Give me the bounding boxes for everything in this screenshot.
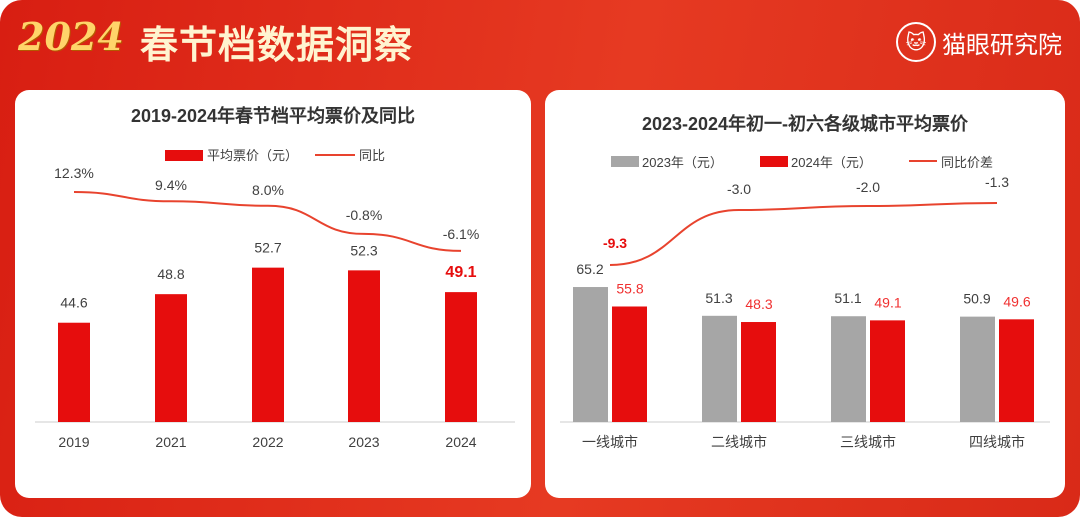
line-value-label: 12.3% — [54, 165, 94, 181]
bar-value-2024: 48.3 — [745, 296, 772, 312]
year-logo: 2024 — [18, 14, 124, 59]
x-tick-label: 2024 — [445, 434, 476, 450]
bar-value-2023: 51.1 — [834, 290, 861, 306]
chart-title: 2019-2024年春节档平均票价及同比 — [131, 105, 415, 126]
bar-value-2024: 55.8 — [616, 280, 643, 296]
bar-2024 — [999, 319, 1034, 422]
bar-value-label: 48.8 — [157, 266, 184, 282]
yoy-line — [73, 191, 462, 252]
chart-panel-avg-price: 2019-2024年春节档平均票价及同比平均票价（元） 同比 44.6 2019 12.… — [15, 90, 531, 498]
bar-2023 — [573, 287, 608, 422]
line-value-label: 9.4% — [155, 177, 187, 193]
bar-value-label: 44.6 — [60, 295, 87, 311]
chart-title: 2023-2024年初一-初六各级城市平均票价 — [642, 113, 969, 134]
line-value-label: -6.1% — [443, 226, 480, 242]
bar-2023 — [702, 315, 737, 422]
legend-swatch-2023 — [611, 156, 639, 167]
bar — [348, 270, 380, 422]
brand: 🐱 猫眼研究院 — [896, 22, 1062, 62]
legend-label-bar: 平均票价（元） — [207, 148, 298, 163]
x-tick-label: 2023 — [348, 434, 379, 450]
legend-swatch-bar — [165, 150, 203, 161]
line-value-label: -9.3 — [603, 235, 627, 251]
bar-2023 — [960, 316, 995, 422]
bar-2024 — [870, 320, 905, 422]
line-value-label: -0.8% — [346, 207, 383, 223]
line-value-label: -1.3 — [985, 174, 1009, 190]
line-value-label: 8.0% — [252, 182, 284, 198]
x-tick-label: 四线城市 — [969, 434, 1025, 450]
x-tick-label: 2022 — [252, 434, 283, 450]
bar-2024 — [612, 306, 647, 422]
bar-value-2023: 51.3 — [705, 290, 732, 306]
legend-label-diff: 同比价差 — [941, 155, 993, 170]
legend-label-2023: 2023年（元） — [642, 155, 723, 170]
bar-value-2024: 49.1 — [874, 294, 901, 310]
bar-value-2023: 65.2 — [576, 261, 603, 277]
page-title: 春节档数据洞察 — [140, 23, 414, 67]
bar — [58, 322, 90, 422]
bar — [155, 294, 187, 422]
x-tick-label: 三线城市 — [840, 434, 896, 450]
brand-name: 猫眼研究院 — [942, 30, 1062, 59]
legend-swatch-2024 — [760, 156, 788, 167]
bar-2024 — [741, 322, 776, 422]
x-tick-label: 一线城市 — [582, 434, 638, 450]
legend-label-line: 同比 — [359, 148, 385, 163]
bar-value-label: 49.1 — [445, 264, 476, 281]
bar-value-2024: 49.6 — [1003, 293, 1030, 309]
chart-city-tier: 2023-2024年初一-初六各级城市平均票价 2023年（元） 2024年（元） 同… — [560, 113, 1050, 450]
bar-value-label: 52.3 — [350, 242, 377, 258]
x-tick-label: 2019 — [58, 434, 89, 450]
bar — [445, 292, 477, 422]
diff-line — [609, 202, 998, 266]
bar-2023 — [831, 316, 866, 422]
line-value-label: -3.0 — [727, 181, 751, 197]
bar-value-label: 52.7 — [254, 240, 281, 256]
legend-label-2024: 2024年（元） — [791, 155, 872, 170]
bar-value-2023: 50.9 — [963, 291, 990, 307]
line-value-label: -2.0 — [856, 179, 880, 195]
chart-panel-city-tier: 2023-2024年初一-初六各级城市平均票价 2023年（元） 2024年（元） 同… — [545, 90, 1065, 498]
cat-icon: 🐱 — [896, 22, 936, 62]
bar — [252, 267, 284, 422]
x-tick-label: 二线城市 — [711, 434, 767, 450]
x-tick-label: 2021 — [155, 434, 186, 450]
